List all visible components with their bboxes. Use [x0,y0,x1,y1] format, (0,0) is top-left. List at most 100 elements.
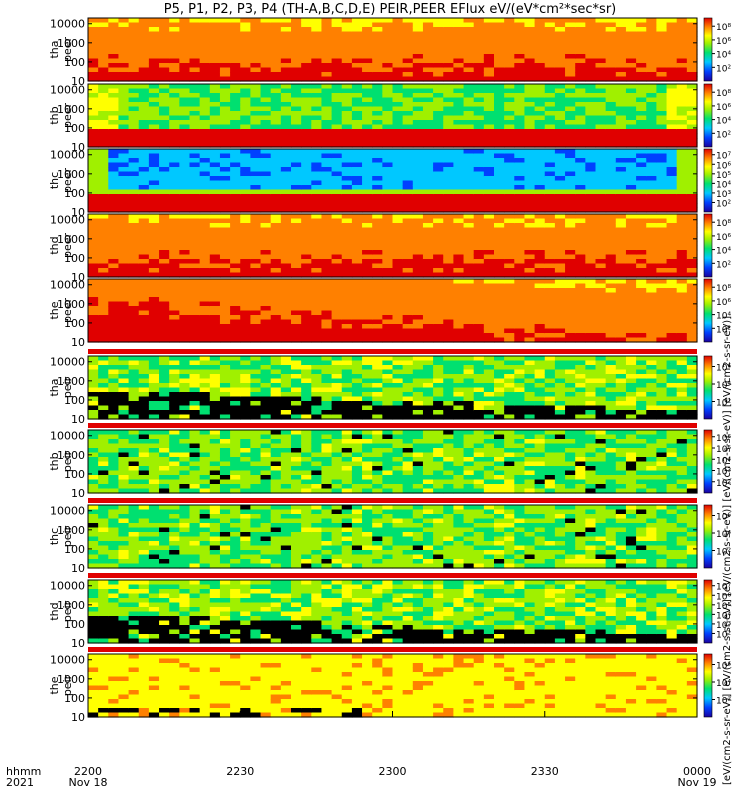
spectrogram-cell [280,102,292,108]
spectrogram-cell [179,378,191,384]
spectrogram-cell [219,315,231,321]
spectrogram-cell [219,333,231,339]
spectrogram-cell [311,328,323,334]
spectrogram-cell [514,120,526,126]
spectrogram-cell [148,63,160,69]
spectrogram-cell [585,198,597,204]
spectrogram-cell [392,306,404,312]
spectrogram-cell [128,214,140,220]
spectrogram-cell [676,54,688,60]
spectrogram-cell [605,236,617,242]
spectrogram-cell [230,97,241,103]
colorbar-tick-label: 10⁴ [716,312,731,322]
spectrogram-cell [189,58,201,64]
spectrogram-cell [179,102,191,108]
spectrogram-cell [148,378,160,384]
spectrogram-cell [189,162,201,168]
spectrogram-cell [402,88,414,94]
spectrogram-cell [402,319,414,325]
spectrogram-cell [473,283,485,289]
spectrogram-cell [402,189,414,195]
spectrogram-cell [341,63,353,69]
spectrogram-cell [148,93,160,99]
spectrogram-cell [392,142,404,148]
spectrogram-cell [514,102,526,108]
spectrogram-cell [433,306,444,312]
spectrogram-cell [230,93,241,99]
spectrogram-cell [595,333,607,339]
spectrogram-cell [341,49,353,55]
spectrogram-cell [504,84,515,90]
spectrogram-cell [504,259,515,265]
spectrogram-cell [301,58,312,64]
spectrogram-cell [422,283,434,289]
spectrogram-cell [554,333,566,339]
spectrogram-cell [159,324,170,330]
spectrogram-cell [646,236,657,242]
spectrogram-cell [514,162,526,168]
spectrogram-cell [98,133,109,139]
spectrogram-cell [331,272,343,278]
spectrogram-cell [341,214,353,220]
spectrogram-cell [362,410,373,416]
spectrogram-cell [128,328,140,334]
spectrogram-cell [544,18,556,24]
spectrogram-cell [341,369,353,375]
spectrogram-cell [138,272,150,278]
spectrogram-cell [483,365,495,371]
spectrogram-cell [270,283,282,289]
spectrogram-cell [159,387,170,393]
spectrogram-cell [179,319,191,325]
spectrogram-cell [351,106,363,112]
spectrogram-cell [422,214,434,220]
spectrogram-cell [636,292,647,298]
spectrogram-cell [362,396,373,402]
spectrogram-cell [676,236,688,242]
spectrogram-cell [301,129,312,135]
spectrogram-cell [88,310,99,316]
spectrogram-cell [443,356,454,362]
spectrogram-cell [382,250,394,256]
spectrogram-cell [118,97,130,103]
spectrogram-cell [473,365,485,371]
spectrogram-cell [88,180,99,186]
spectrogram-cell [189,49,201,55]
spectrogram-cell [362,360,373,366]
spectrogram-cell [463,185,475,191]
spectrogram-cell [686,250,698,256]
spectrogram-cell [311,194,323,200]
spectrogram-cell [108,392,120,398]
spectrogram-cell [554,93,566,99]
spectrogram-cell [179,297,191,303]
spectrogram-cell [240,387,251,393]
spectrogram-cell [219,378,231,384]
spectrogram-cell [179,387,191,393]
spectrogram-cell [98,272,109,278]
spectrogram-cell [351,297,363,303]
spectrogram-cell [88,171,99,177]
spectrogram-cell [524,223,536,229]
spectrogram-cell [412,333,424,339]
spectrogram-cell [554,162,566,168]
spectrogram-cell [351,54,363,60]
spectrogram-cell [260,396,272,402]
spectrogram-cell [321,167,333,173]
spectrogram-cell [179,36,191,42]
spectrogram-cell [270,54,282,60]
spectrogram-cell [565,138,576,144]
spectrogram-cell [473,207,485,213]
spectrogram-cell [219,63,231,69]
spectrogram-cell [270,288,282,294]
spectrogram-cell [189,214,201,220]
spectrogram-cell [453,45,465,51]
spectrogram-cell [514,93,526,99]
spectrogram-cell [422,288,434,294]
spectrogram-cell [636,129,647,135]
spectrogram-cell [646,27,657,33]
spectrogram-cell [412,106,424,112]
spectrogram-cell [402,203,414,209]
spectrogram-cell [362,97,373,103]
spectrogram-cell [463,324,475,330]
spectrogram-cell [250,218,262,224]
